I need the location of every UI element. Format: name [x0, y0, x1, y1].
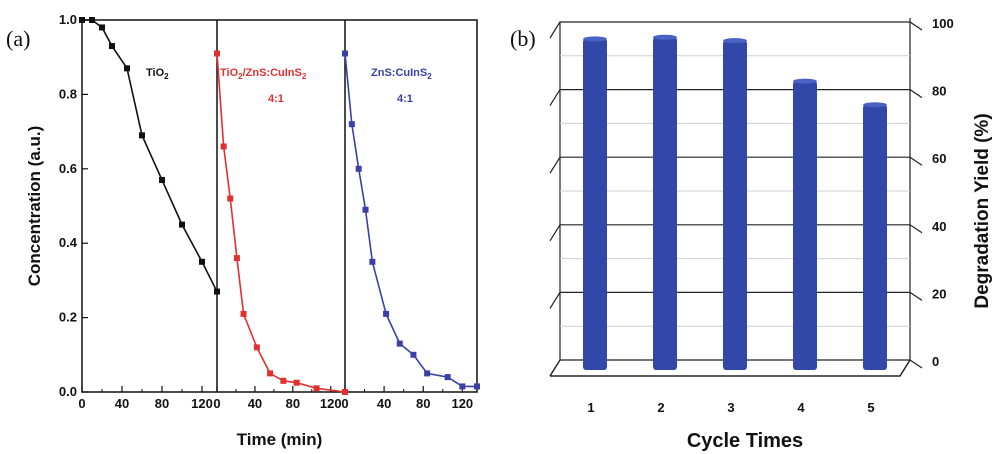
bar-top: [723, 38, 747, 44]
grid-line: [549, 21, 923, 39]
y-tick-label: 0.8: [59, 86, 77, 101]
panel-a-y-ticks: 0.0 0.2 0.4 0.6 0.8 1.0: [59, 12, 88, 399]
data-point: [99, 24, 105, 31]
y-tick-label: 60: [932, 151, 946, 166]
y-tick-label: 0.4: [59, 235, 78, 250]
data-point: [396, 340, 403, 347]
floor-edge: [550, 359, 911, 377]
bar-top: [583, 36, 607, 42]
panel-a-y-axis-title: Concentration (a.u.): [25, 126, 44, 287]
data-point: [342, 389, 348, 395]
x-tick-label: 40: [115, 396, 129, 411]
x-tick-label: 80: [416, 396, 430, 411]
data-point: [410, 351, 417, 358]
panel-a-plot-frame: [81, 19, 478, 393]
series-annotation: TiO2/ZnS:CuInS2: [220, 67, 307, 81]
data-point: [199, 258, 205, 265]
data-point: [214, 288, 220, 295]
y-tick-label: 0.2: [59, 310, 77, 325]
data-point: [227, 195, 234, 202]
data-point: [474, 383, 480, 390]
x-tick-label: 80: [155, 396, 169, 411]
bar: [653, 37, 677, 371]
data-point: [369, 258, 376, 265]
panel-a: (a) 0.00.20.40.60.81.0 0 40 80 120 0 40 80 120 0…: [6, 12, 480, 449]
panel-b-bars: [583, 34, 887, 371]
bar-top: [863, 102, 887, 108]
data-point: [240, 310, 247, 317]
x-tick-label: 80: [286, 396, 300, 411]
data-point: [89, 17, 95, 23]
y-tick-label: 0.0: [59, 384, 77, 399]
series-annotation: ZnS:CuInS2: [371, 67, 432, 81]
data-point: [424, 370, 431, 377]
series-line: [82, 19, 218, 292]
panel-b-y-axis-title: Degradation Yield (%): [972, 113, 993, 308]
data-point: [139, 132, 145, 139]
bar-top: [653, 34, 677, 40]
y-tick-label: 40: [932, 219, 946, 234]
bar-top: [793, 78, 817, 84]
x-tick-label: 40: [248, 396, 262, 411]
x-tick-label: 120: [451, 396, 473, 411]
data-point: [233, 255, 240, 262]
data-point: [313, 385, 320, 392]
series-annotation-ratio: 4:1: [397, 93, 413, 105]
x-tick-label: 0: [341, 396, 348, 411]
bar: [863, 104, 887, 370]
x-tick-label: 0: [213, 396, 220, 411]
data-point: [383, 310, 390, 317]
data-point: [179, 221, 185, 228]
x-tick-label: 4: [797, 400, 805, 415]
y-tick-label: 0: [932, 354, 939, 369]
panel-b-y-ticks: 0 20 40 60 80 100: [932, 16, 954, 369]
x-tick-label: 1: [587, 400, 594, 415]
data-point: [79, 17, 85, 23]
panel-b-x-ticks: 1 2 3 4 5: [587, 400, 874, 415]
data-point: [214, 50, 220, 57]
x-tick-label: 120: [191, 396, 213, 411]
x-tick-label: 5: [867, 400, 874, 415]
data-point: [124, 65, 130, 72]
data-point: [444, 374, 451, 381]
panel-a-x-ticks: 0 40 80 120 0 40 80 120 0 40 80 120: [78, 386, 473, 411]
x-tick-label: 3: [727, 400, 734, 415]
x-tick-label: 120: [320, 396, 342, 411]
series-annotation-ratio: 4:1: [268, 93, 284, 105]
data-point: [253, 344, 260, 351]
y-tick-label: 1.0: [59, 12, 77, 27]
y-tick-label: 100: [932, 16, 954, 31]
panel-a-series: [79, 17, 480, 395]
panel-a-annotations: TiO2 TiO2/ZnS:CuInS2 4:1 ZnS:CuInS2 4:1: [146, 67, 432, 105]
data-point: [267, 370, 274, 377]
series-annotation: TiO2: [146, 67, 169, 81]
data-point: [159, 176, 165, 183]
y-tick-label: 80: [932, 84, 946, 99]
bar: [723, 40, 747, 371]
data-point: [348, 121, 355, 128]
data-point: [362, 206, 369, 213]
y-tick-label: 0.6: [59, 161, 77, 176]
data-point: [293, 379, 300, 386]
data-point: [342, 50, 348, 57]
panel-b: (b) 0 20 40 60 80 100 1 2 3 4 5 Degradation Yield…: [510, 16, 993, 452]
x-tick-label: 0: [78, 396, 85, 411]
panel-b-x-axis-title: Cycle Times: [687, 430, 803, 452]
data-point: [280, 377, 287, 384]
bar: [793, 81, 817, 371]
bar: [583, 38, 607, 371]
panel-b-label: (b): [510, 26, 536, 51]
panel-a-label: (a): [6, 26, 30, 51]
x-tick-label: 2: [657, 400, 664, 415]
floor-edge: [549, 359, 561, 377]
x-tick-label: 40: [377, 396, 391, 411]
data-point: [355, 165, 362, 172]
data-point: [109, 43, 115, 50]
data-point: [459, 383, 466, 390]
data-point: [220, 143, 227, 150]
panel-a-x-axis-title: Time (min): [237, 430, 323, 449]
y-tick-label: 20: [932, 286, 946, 301]
